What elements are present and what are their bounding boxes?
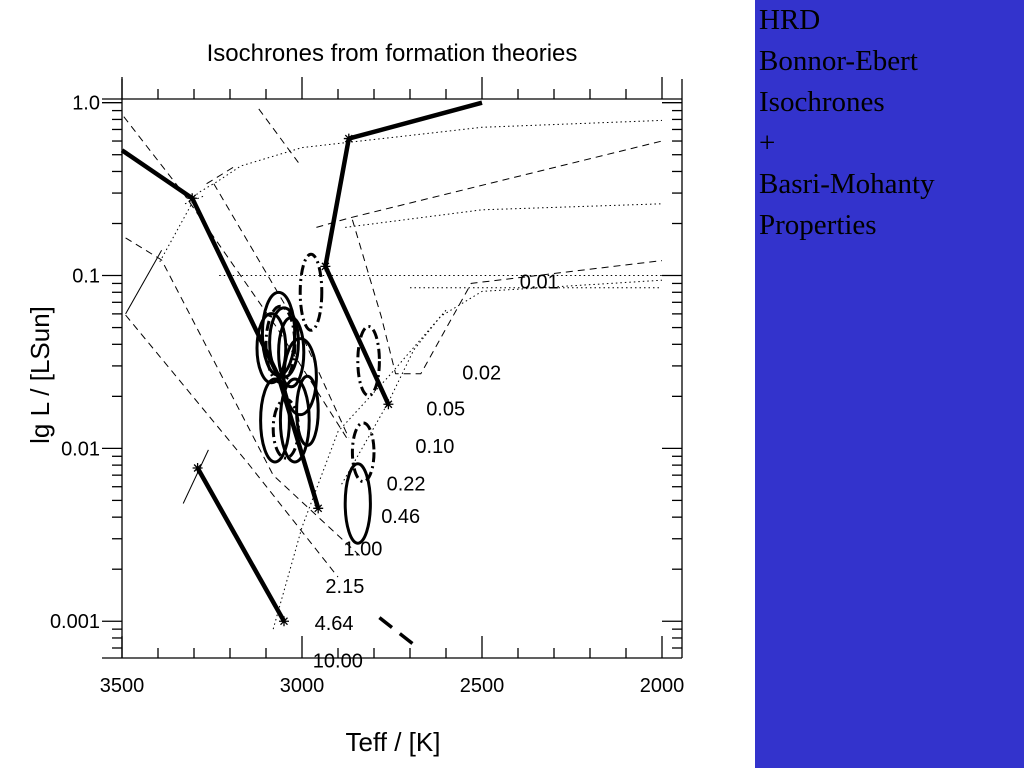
error-ellipse — [343, 462, 372, 545]
series-line-dotted — [341, 279, 663, 485]
y-axis-label: lg L / [LSun] — [25, 306, 55, 444]
error-ellipse — [271, 397, 300, 460]
error-ellipse — [298, 252, 324, 332]
y-tick-label: 0.001 — [50, 611, 100, 633]
mass-label: 1.00 — [343, 539, 382, 561]
series-line-dotted — [159, 119, 663, 263]
error-ellipse — [277, 316, 306, 389]
series-line-dashed-bold — [378, 616, 417, 648]
y-tick-label: 0.01 — [61, 438, 100, 460]
error-ellipse — [278, 377, 311, 464]
x-tick-label: 3500 — [100, 675, 145, 697]
series-line-solid-thin — [125, 250, 163, 315]
series-line-dotted — [272, 309, 447, 630]
asterisk-marker — [343, 133, 354, 144]
series-line-dashed — [125, 237, 360, 556]
series-group — [120, 100, 663, 648]
chart-title: Isochrones from formation theories — [207, 40, 578, 67]
error-ellipse — [282, 337, 318, 417]
mass-label: 4.64 — [315, 613, 354, 635]
mass-label: 10.00 — [313, 650, 363, 672]
side-text-line: + — [759, 127, 776, 159]
x-tick-label: 3000 — [280, 675, 325, 697]
mass-label: 2.15 — [325, 576, 364, 598]
side-text-line: Bonnor-Ebert — [759, 45, 918, 77]
axes: 3500 3000 2500 2000 0.001 0.01 0.1 1.0 — [50, 77, 684, 697]
error-ellipse — [255, 312, 288, 385]
mass-label: 0.05 — [426, 398, 465, 420]
side-text-line: HRD — [759, 4, 821, 36]
series-line-solid-bold — [195, 466, 286, 623]
series-line-dotted — [345, 203, 663, 228]
series-line-solid-bold — [120, 148, 321, 509]
error-ellipse — [350, 421, 376, 484]
marker-group — [187, 133, 394, 627]
series-line-dashed — [206, 165, 236, 185]
series-line-solid-thin — [182, 449, 209, 504]
slide-side-panel: HRD Bonnor-Ebert Isochrones + Basri-Moha… — [755, 0, 1024, 768]
error-ellipse — [295, 374, 320, 447]
asterisk-marker — [279, 616, 289, 627]
asterisk-marker — [192, 462, 203, 473]
mass-label: 0.22 — [387, 474, 426, 496]
side-text-line: Basri-Mohanty — [759, 168, 935, 200]
x-tick-label: 2000 — [640, 675, 685, 697]
mass-label: 0.02 — [462, 363, 501, 385]
series-line-dashed — [125, 314, 339, 578]
series-line-dashed — [258, 108, 299, 163]
error-ellipse — [264, 304, 297, 384]
asterisk-marker — [313, 503, 324, 514]
series-line-solid-bold — [348, 100, 483, 141]
mass-label: 0.01 — [520, 272, 559, 294]
x-tick-label: 2500 — [460, 675, 505, 697]
series-line-dashed — [316, 140, 663, 228]
mass-label: 0.46 — [381, 506, 420, 528]
asterisk-marker — [383, 399, 394, 410]
series-line-dashed — [351, 219, 663, 375]
y-tick-label: 1.0 — [72, 93, 100, 115]
asterisk-marker — [320, 261, 331, 272]
mass-label-group: 0.01 0.02 0.05 0.10 0.22 0.46 1.00 2.15 4.64 10.0… — [313, 272, 559, 673]
asterisk-marker — [187, 193, 198, 204]
isochrone-chart: Isochrones from formation theories 3500 3… — [25, 40, 684, 757]
ellipse-group — [255, 252, 381, 545]
x-axis-label: Teff / [K] — [346, 727, 441, 757]
y-tick-label: 0.1 — [72, 266, 100, 288]
side-text-line: Isochrones — [759, 86, 885, 118]
side-text-line: Properties — [759, 209, 877, 241]
error-ellipse — [356, 324, 381, 398]
mass-label: 0.10 — [415, 436, 454, 458]
